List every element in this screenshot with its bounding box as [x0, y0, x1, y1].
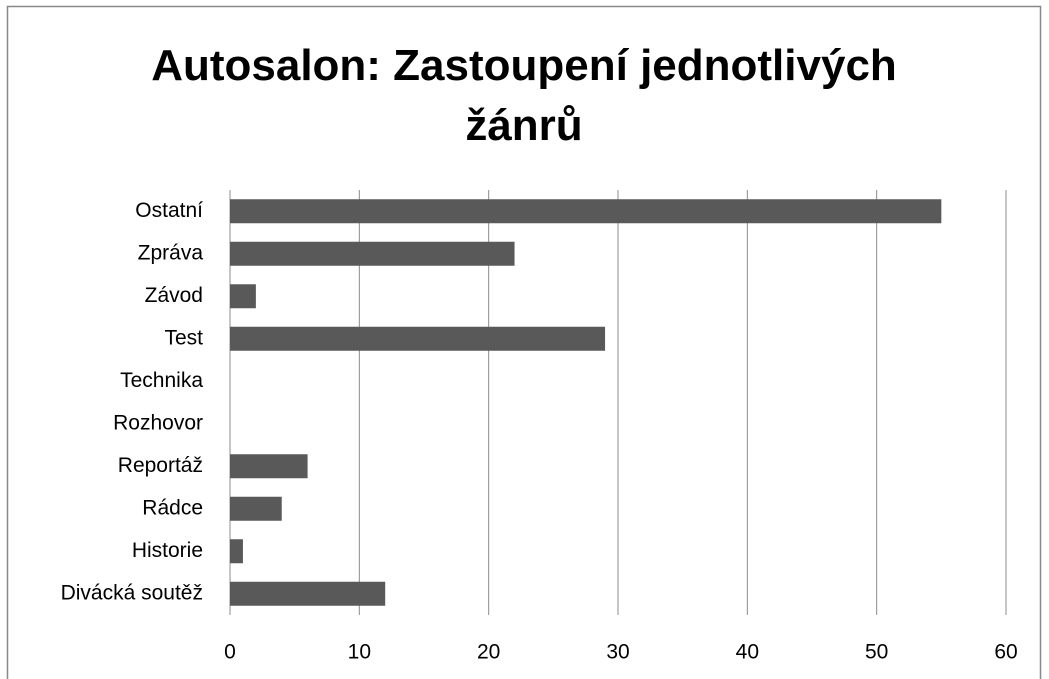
- y-tick-label: Závod: [145, 284, 203, 307]
- bar: [230, 454, 308, 479]
- x-tick-label: 60: [994, 641, 1017, 664]
- bar: [230, 199, 942, 224]
- x-tick-label: 50: [865, 641, 888, 664]
- y-tick-label: Rádce: [142, 496, 203, 519]
- x-tick-label: 10: [348, 641, 371, 664]
- bar: [230, 496, 282, 521]
- bar: [230, 581, 386, 606]
- y-tick-label: Ostatní: [135, 199, 203, 222]
- chart-title: Autosalon: Zastoupení jednotlivých žánrů: [151, 41, 897, 150]
- y-tick-label: Zpráva: [138, 241, 204, 264]
- chart-border: [6, 5, 1042, 679]
- y-tick-label: Divácká soutěž: [61, 581, 203, 604]
- bar: [230, 241, 515, 266]
- bar: [230, 326, 606, 351]
- y-tick-label: Reportáž: [118, 454, 203, 477]
- y-tick-label: Historie: [132, 539, 203, 562]
- y-tick-label: Technika: [120, 369, 203, 392]
- x-tick-label: 40: [736, 641, 759, 664]
- x-tick-label: 0: [224, 641, 236, 664]
- x-tick-label: 30: [606, 641, 629, 664]
- x-tick-label: 20: [477, 641, 500, 664]
- y-tick-label: Test: [164, 326, 203, 349]
- bar: [230, 284, 256, 309]
- y-tick-label: Rozhovor: [113, 411, 203, 434]
- bar: [230, 539, 243, 564]
